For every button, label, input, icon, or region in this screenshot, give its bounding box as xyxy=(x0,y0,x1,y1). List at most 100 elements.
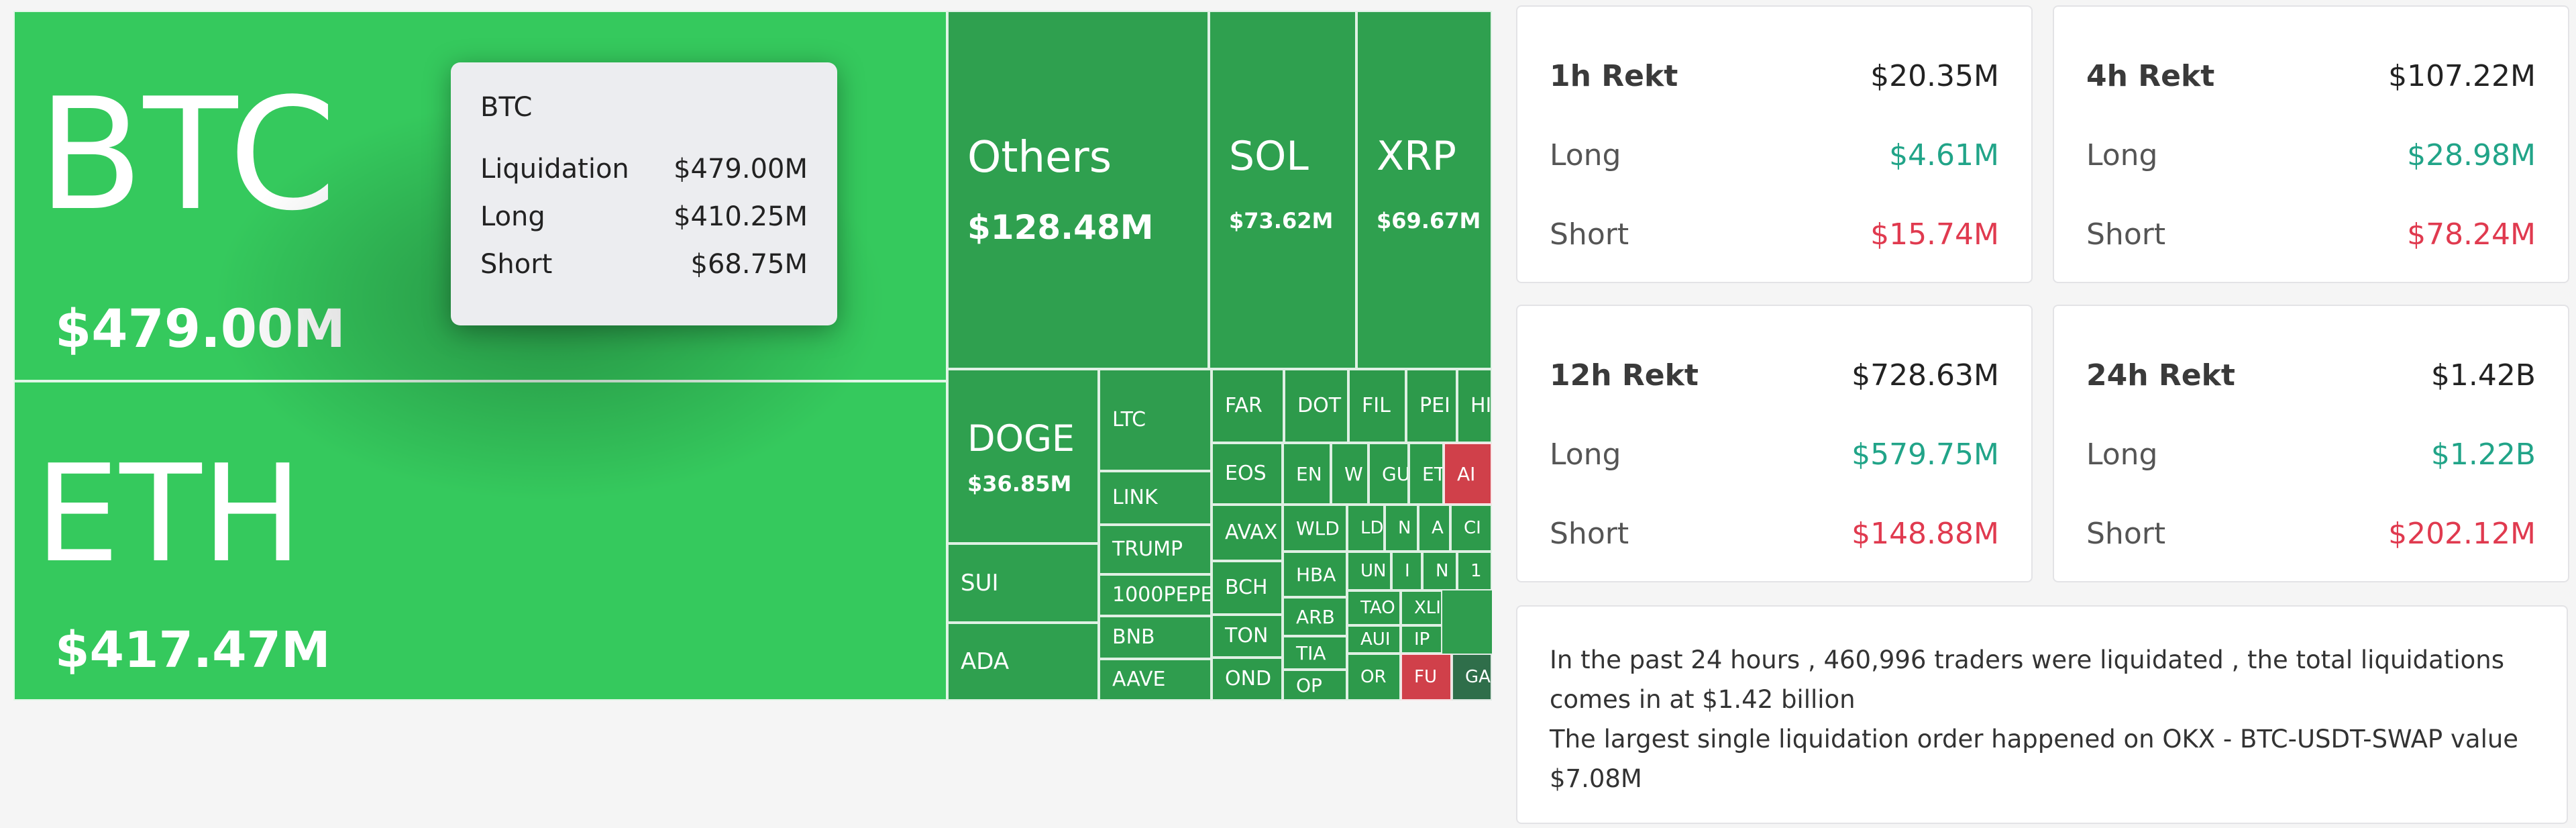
tile-symbol: W xyxy=(1344,463,1363,485)
summary-line-1: In the past 24 hours , 460,996 traders w… xyxy=(1550,645,2504,714)
tile-symbol: AVAX xyxy=(1225,521,1278,544)
treemap-tile[interactable]: XLI xyxy=(1401,590,1442,625)
treemap-tile[interactable]: FAR xyxy=(1212,369,1284,443)
treemap-tile[interactable]: DOGE $36.85M xyxy=(947,369,1099,544)
tile-symbol: XLI xyxy=(1414,598,1441,618)
treemap-tile[interactable]: GU xyxy=(1368,443,1409,505)
treemap-tile[interactable]: N xyxy=(1422,552,1457,590)
treemap-tile[interactable]: A xyxy=(1418,505,1450,552)
treemap-tile[interactable]: HI xyxy=(1457,369,1492,443)
treemap-tile[interactable]: FIL xyxy=(1348,369,1406,443)
tile-symbol: WLD xyxy=(1296,517,1340,539)
treemap-tile[interactable]: LD xyxy=(1347,505,1385,552)
tile-symbol: BCH xyxy=(1225,576,1268,599)
tooltip-value: $479.00M xyxy=(674,154,808,185)
treemap-tile[interactable]: LTC xyxy=(1099,369,1212,471)
treemap-tile[interactable]: DOT xyxy=(1284,369,1348,443)
tile-symbol: LD xyxy=(1360,518,1384,538)
tile-symbol: OR xyxy=(1360,667,1387,687)
tooltip-value: $410.25M xyxy=(674,201,808,232)
liquidation-summary: In the past 24 hours , 460,996 traders w… xyxy=(1516,605,2568,824)
summary-line-2: The largest single liquidation order hap… xyxy=(1550,725,2519,793)
treemap-tile[interactable]: IP xyxy=(1401,625,1442,654)
treemap-tile[interactable]: CI xyxy=(1450,505,1492,552)
tile-symbol: XRP xyxy=(1377,133,1456,180)
treemap-tile[interactable]: XRP $69.67M xyxy=(1356,11,1492,369)
treemap-tile[interactable]: HBA xyxy=(1283,552,1347,597)
tile-symbol: LTC xyxy=(1112,408,1146,431)
tile-value: $479.00M xyxy=(55,299,345,360)
treemap-tile[interactable]: ETH $417.47M xyxy=(13,381,947,701)
short-value: $78.24M xyxy=(2407,217,2536,252)
tile-symbol: BNB xyxy=(1112,625,1155,649)
tile-value: $417.47M xyxy=(55,621,331,679)
treemap-tile[interactable]: BNB xyxy=(1099,616,1212,659)
tile-symbol: TRUMP xyxy=(1112,537,1183,561)
rekt-card-12h: 12h Rekt $728.63M Long $579.75M Short $1… xyxy=(1516,305,2033,582)
long-label: Long xyxy=(2086,437,2158,472)
treemap-tile[interactable]: OND xyxy=(1212,658,1283,701)
treemap-tile[interactable]: BCH xyxy=(1212,561,1283,615)
treemap-tile[interactable]: ARB xyxy=(1283,597,1347,636)
treemap-tile[interactable]: TRUMP xyxy=(1099,525,1212,574)
long-value: $579.75M xyxy=(1851,437,1999,472)
treemap-tile[interactable]: 1000PEPE xyxy=(1099,574,1212,616)
tile-symbol: TON xyxy=(1225,624,1269,648)
treemap-tile[interactable]: W xyxy=(1331,443,1368,505)
treemap-tile[interactable]: OR xyxy=(1347,654,1401,701)
treemap-tile[interactable]: EN xyxy=(1283,443,1331,505)
long-value: $1.22B xyxy=(2430,437,2536,472)
card-total: $107.22M xyxy=(2388,58,2536,93)
treemap-tile[interactable]: N xyxy=(1385,505,1418,552)
treemap-tile[interactable]: AVAX xyxy=(1212,505,1283,561)
treemap-tile[interactable]: AI xyxy=(1444,443,1492,505)
long-value: $28.98M xyxy=(2407,138,2536,172)
treemap-tile[interactable]: FU xyxy=(1401,654,1452,701)
tile-symbol: OND xyxy=(1225,667,1272,690)
treemap-tile[interactable]: TIA xyxy=(1283,636,1347,670)
treemap-tile[interactable]: AAVE xyxy=(1099,659,1212,701)
tile-value: $36.85M xyxy=(967,471,1072,497)
treemap-tile[interactable]: WLD xyxy=(1283,505,1347,552)
tooltip-label: Long xyxy=(480,201,545,232)
tooltip-label: Liquidation xyxy=(480,154,629,185)
treemap-tile[interactable]: ET xyxy=(1409,443,1444,505)
treemap-tile[interactable]: GA xyxy=(1452,654,1492,701)
treemap-tile[interactable]: EOS xyxy=(1212,443,1283,505)
tile-symbol: ARB xyxy=(1296,606,1335,628)
tile-symbol: HI xyxy=(1470,394,1492,417)
short-label: Short xyxy=(1550,516,1629,551)
tile-symbol: OP xyxy=(1296,674,1322,696)
card-title: 4h Rekt xyxy=(2086,58,2215,93)
short-value: $15.74M xyxy=(1870,217,1999,252)
tile-symbol: EN xyxy=(1296,463,1322,485)
treemap-tile[interactable]: UN xyxy=(1347,552,1391,590)
treemap-tile[interactable]: TAO xyxy=(1347,590,1401,625)
tile-symbol: GU xyxy=(1382,463,1409,485)
treemap-tile[interactable]: I xyxy=(1391,552,1422,590)
treemap-tile[interactable]: SUI xyxy=(947,544,1099,623)
tile-symbol: ETH xyxy=(35,436,303,592)
treemap-tile[interactable]: TON xyxy=(1212,615,1283,658)
tooltip-label: Short xyxy=(480,249,553,280)
short-label: Short xyxy=(1550,217,1629,252)
tile-symbol: N xyxy=(1398,518,1411,538)
treemap-tile[interactable]: AUI xyxy=(1347,625,1401,654)
tile-symbol: 1000PEPE xyxy=(1112,583,1212,607)
treemap-tile[interactable]: ADA xyxy=(947,623,1099,701)
treemap-tile[interactable]: Others $128.48M xyxy=(947,11,1209,369)
short-value: $148.88M xyxy=(1851,516,1999,551)
treemap-tile[interactable]: SOL $73.62M xyxy=(1209,11,1356,369)
card-total: $20.35M xyxy=(1870,58,1999,93)
treemap-tile[interactable]: PEI xyxy=(1406,369,1457,443)
treemap-tooltip: BTC Liquidation $479.00M Long $410.25M S… xyxy=(451,62,837,325)
tile-symbol: AAVE xyxy=(1112,668,1166,691)
treemap-tile[interactable]: OP xyxy=(1283,670,1347,701)
tile-symbol: ET xyxy=(1422,463,1444,485)
rekt-card-24h: 24h Rekt $1.42B Long $1.22B Short $202.1… xyxy=(2053,305,2569,582)
tile-symbol: ADA xyxy=(961,648,1010,675)
treemap-tile[interactable]: LINK xyxy=(1099,471,1212,525)
card-title: 12h Rekt xyxy=(1550,358,1699,393)
tooltip-value: $68.75M xyxy=(690,249,808,280)
treemap-tile[interactable]: 1 xyxy=(1457,552,1492,590)
